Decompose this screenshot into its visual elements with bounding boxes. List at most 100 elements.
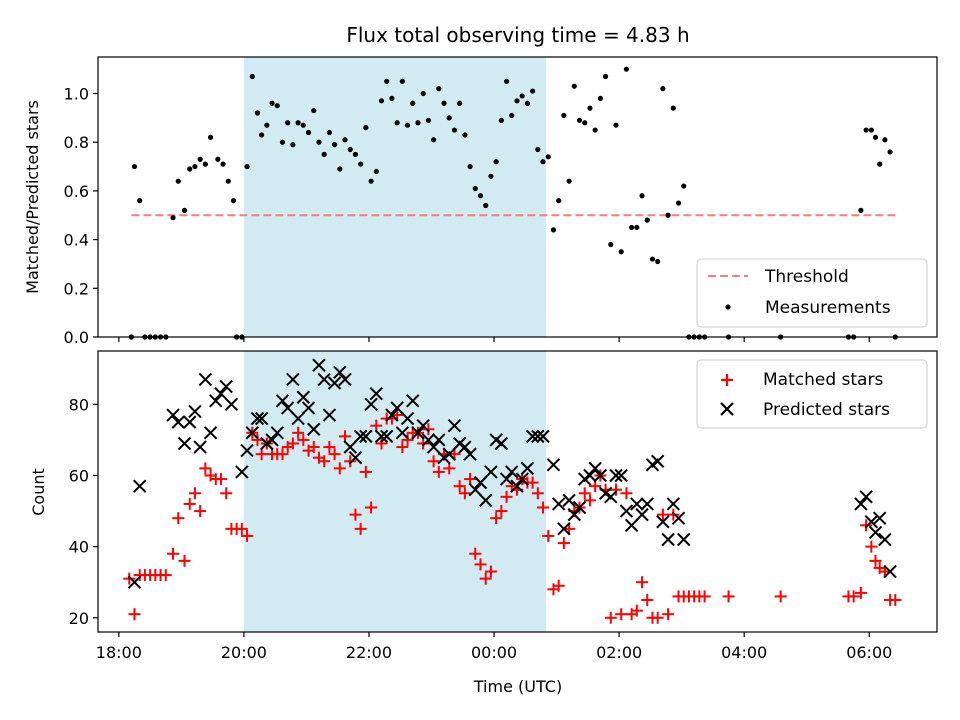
measurement-point xyxy=(337,166,343,172)
predicted-point xyxy=(343,440,357,454)
predicted-point xyxy=(240,443,254,458)
measurement-point xyxy=(561,112,567,119)
measurement-point xyxy=(556,198,562,204)
x-tick-label: 18:00 xyxy=(96,643,142,662)
top-y-axis: 0.0 0.2 0.4 0.6 0.8 1.0 xyxy=(64,85,98,347)
predicted-point xyxy=(265,433,279,447)
predicted-point xyxy=(650,454,665,468)
measurement-point xyxy=(300,122,306,128)
measurement-point xyxy=(613,122,619,128)
predicted-point xyxy=(883,564,897,579)
matched-point xyxy=(251,433,264,446)
predicted-point xyxy=(270,426,284,440)
y-tick-label: 0.6 xyxy=(64,182,89,201)
measurement-point xyxy=(503,78,510,84)
predicted-point xyxy=(406,394,420,408)
measurement-point xyxy=(535,146,541,153)
matched-point xyxy=(276,448,289,461)
predicted-point xyxy=(312,358,326,372)
measurement-point xyxy=(368,178,374,184)
predicted-point xyxy=(666,497,681,511)
predicted-point xyxy=(390,401,404,415)
measurement-point xyxy=(249,73,255,80)
measurement-point xyxy=(519,93,525,99)
measurement-point xyxy=(644,217,650,223)
measurement-point xyxy=(634,224,640,231)
measurement-point xyxy=(602,73,609,80)
predicted-point xyxy=(307,422,321,436)
measurement-point xyxy=(441,100,447,106)
matched-point xyxy=(469,547,482,560)
measurement-point xyxy=(576,117,583,123)
measurement-point xyxy=(415,120,421,126)
bottom-legend-box xyxy=(696,359,928,429)
bottom-legend: Matched stars Predicted stars xyxy=(696,359,928,429)
predicted-point xyxy=(291,411,305,426)
measurement-point xyxy=(394,120,400,126)
predicted-point xyxy=(400,411,415,426)
predicted-point xyxy=(635,507,649,522)
measurement-point xyxy=(352,151,359,157)
measurement-point xyxy=(384,78,390,84)
matched-point xyxy=(589,480,602,493)
predicted-point xyxy=(515,472,529,486)
predicted-point xyxy=(385,408,399,422)
predicted-point xyxy=(593,468,608,483)
measurement-point xyxy=(493,159,499,165)
predicted-point xyxy=(219,379,233,394)
measurement-point xyxy=(451,127,458,133)
measurement-point xyxy=(170,215,176,221)
matched-point xyxy=(443,462,456,475)
measurement-point xyxy=(259,132,265,138)
predicted-point xyxy=(619,504,634,518)
measurement-point xyxy=(389,95,395,101)
matched-point xyxy=(297,433,310,446)
predicted-point xyxy=(536,429,550,444)
measurement-point xyxy=(311,107,317,114)
predicted-point xyxy=(275,394,290,408)
predicted-stars-series xyxy=(127,358,897,589)
predicted-point xyxy=(203,426,218,440)
matched-point xyxy=(651,611,664,624)
measurement-point xyxy=(331,142,338,148)
matched-point xyxy=(495,505,508,518)
matched-point xyxy=(307,441,320,454)
measurement-point xyxy=(530,88,536,94)
predicted-point xyxy=(369,386,383,401)
matched-point xyxy=(557,537,570,550)
predicted-point xyxy=(484,465,498,479)
measurement-point xyxy=(137,198,143,204)
measurement-point xyxy=(321,151,327,157)
predicted-point xyxy=(583,468,597,483)
predicted-point xyxy=(463,447,477,461)
measurement-point xyxy=(181,207,188,213)
matched-point xyxy=(656,508,669,521)
predicted-point xyxy=(411,426,425,440)
matched-point xyxy=(667,508,680,521)
top-panel: 0.0 0.2 0.4 0.6 0.8 1.0 Matched/Predicted sta… xyxy=(23,56,938,347)
predicted-point xyxy=(296,390,311,404)
measurement-point xyxy=(498,117,504,123)
matched-point xyxy=(354,522,367,535)
matched-point xyxy=(188,487,201,500)
y-tick-label: 0.2 xyxy=(64,279,89,298)
predicted-point xyxy=(322,408,337,422)
matched-point xyxy=(172,512,185,525)
measurement-point xyxy=(524,100,531,106)
legend-measurements-swatch xyxy=(725,304,731,310)
matched-point xyxy=(500,490,513,503)
measurement-point xyxy=(305,129,312,136)
y-tick-label: 0.8 xyxy=(64,133,89,152)
matched-point xyxy=(167,547,180,560)
measurement-point xyxy=(264,122,270,128)
predicted-point xyxy=(432,433,446,447)
top-y-axis-label: Matched/Predicted stars xyxy=(23,100,42,294)
measurement-point xyxy=(192,163,198,170)
measurement-point xyxy=(887,149,893,155)
measurement-point xyxy=(269,100,275,106)
bottom-y-axis: 20 40 60 80 xyxy=(69,395,98,628)
measurement-point xyxy=(618,249,624,255)
measurement-point xyxy=(244,163,250,170)
measurement-point xyxy=(230,198,237,204)
